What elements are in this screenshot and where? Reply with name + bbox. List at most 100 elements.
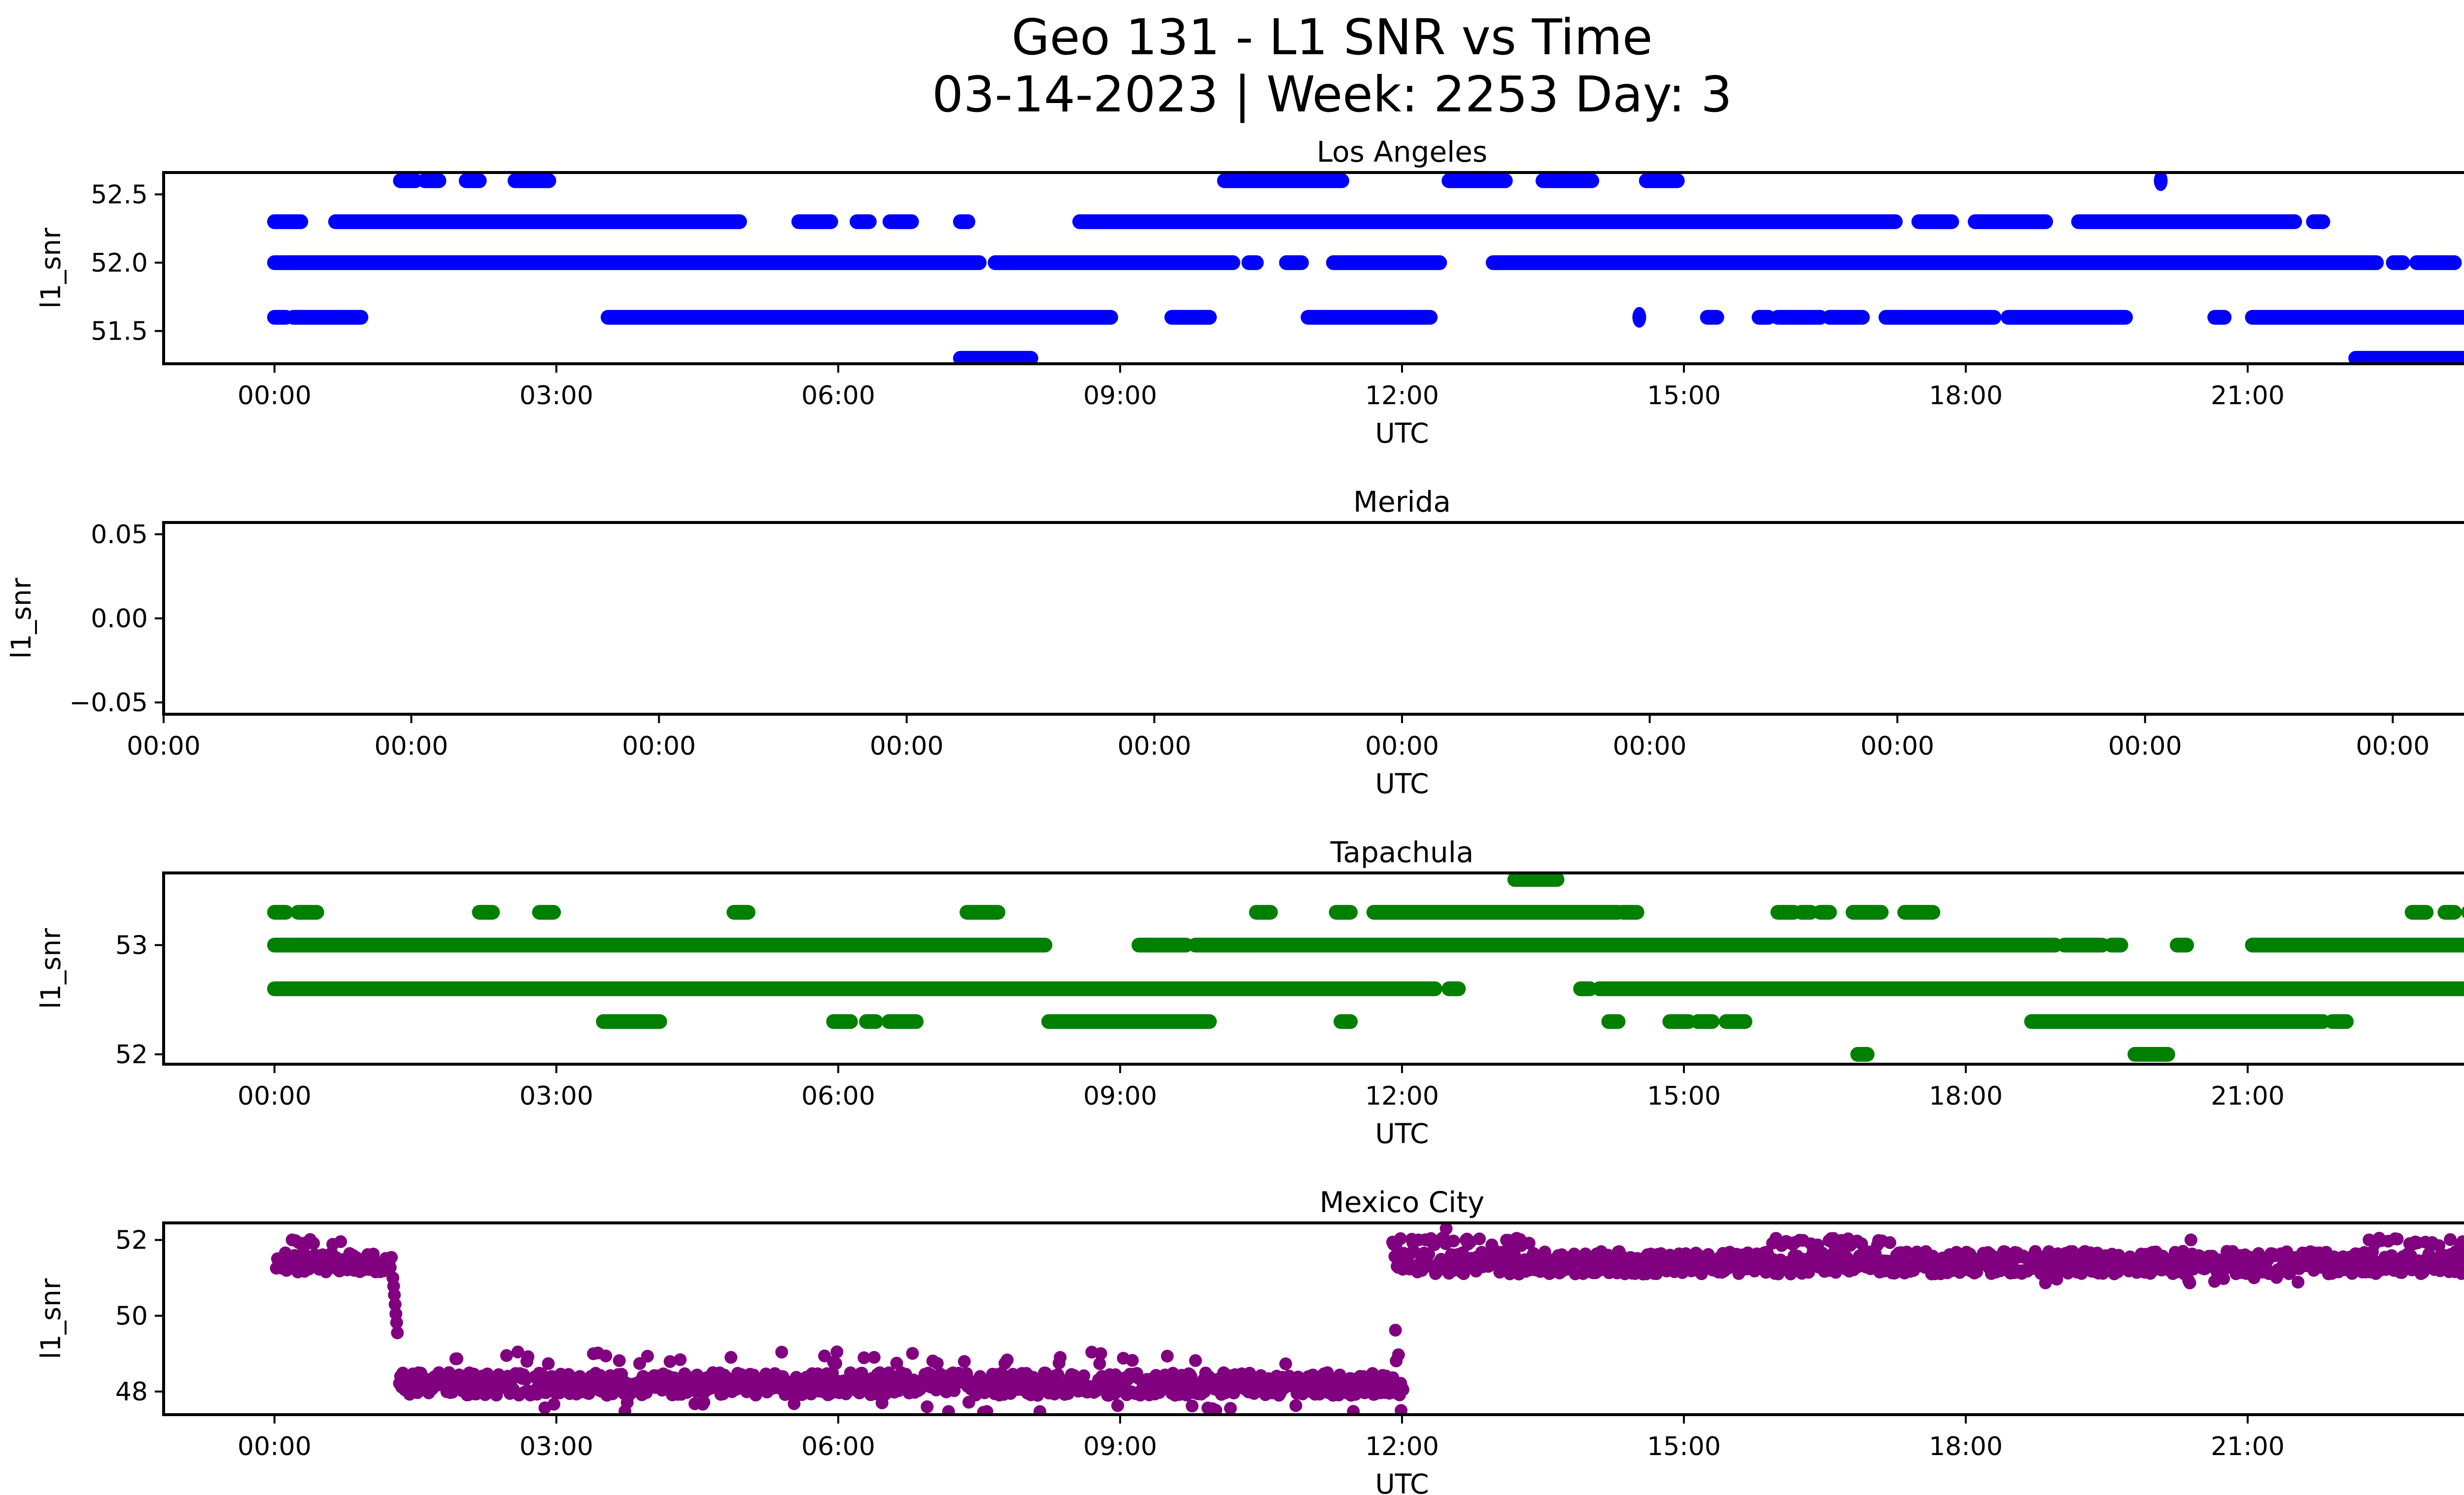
data-point — [948, 1384, 961, 1397]
data-point — [1321, 1366, 1334, 1379]
data-point — [867, 1351, 881, 1364]
data-point — [1802, 1266, 1815, 1279]
data-point — [1407, 1245, 1421, 1258]
x-tick-label: 15:00 — [1647, 1432, 1721, 1461]
x-tick-label: 21:00 — [2211, 381, 2285, 411]
x-tick-label: 12:00 — [1365, 1081, 1439, 1111]
data-point — [2217, 1272, 2230, 1286]
x-tick-label: 06:00 — [801, 1081, 875, 1111]
data-point — [1054, 1351, 1067, 1364]
data-point — [521, 1350, 535, 1363]
data-point — [334, 1235, 347, 1249]
data-point — [980, 1405, 993, 1415]
data-point — [930, 1356, 944, 1370]
data-point — [599, 1349, 613, 1362]
x-tick-label: 18:00 — [1929, 381, 2003, 411]
data-point — [2183, 1276, 2196, 1289]
y-tick-label: 0.05 — [91, 520, 148, 550]
data-point — [2463, 1250, 2464, 1257]
y-tick-label: 52 — [115, 1040, 148, 1070]
data-point — [641, 1350, 654, 1363]
y-tick-label: 52.0 — [91, 248, 148, 278]
data-point — [1077, 1369, 1091, 1383]
x-axis-label: UTC — [1375, 1468, 1429, 1495]
x-tick-label: 00:00 — [622, 731, 696, 761]
data-point — [1883, 1236, 1896, 1249]
x-tick-label: 00:00 — [1860, 731, 1934, 761]
data-point — [1000, 1354, 1014, 1367]
y-axis-label: l1_snr — [35, 1278, 67, 1359]
data-layer-mexico-city — [270, 1223, 2464, 1415]
data-point — [1395, 1404, 1408, 1415]
data-point — [1389, 1323, 1402, 1337]
data-point — [1439, 1223, 1453, 1235]
x-tick-label: 00:00 — [1613, 731, 1687, 761]
data-point — [1394, 1232, 1407, 1245]
data-point — [1093, 1357, 1106, 1370]
data-point — [1033, 1405, 1047, 1415]
x-axis-label: UTC — [1375, 1118, 1429, 1149]
x-tick-label: 00:00 — [1117, 731, 1191, 761]
x-tick-label: 09:00 — [1083, 1081, 1157, 1111]
data-point — [1447, 1234, 1460, 1248]
figure-title: Geo 131 - L1 SNR vs Time 03-14-2023 | We… — [0, 9, 2464, 123]
data-point — [830, 1345, 844, 1358]
data-point — [548, 1397, 561, 1411]
data-point — [2456, 1235, 2464, 1249]
data-point — [663, 1355, 677, 1368]
x-tick-label: 03:00 — [519, 1081, 593, 1111]
x-tick-label: 15:00 — [1647, 381, 1721, 411]
x-tick-label: 18:00 — [1929, 1432, 2003, 1461]
x-tick-label: 18:00 — [1929, 1081, 2003, 1111]
data-point — [1289, 1399, 1302, 1412]
data-point — [1473, 1232, 1486, 1246]
x-axis-label: UTC — [1375, 768, 1429, 800]
subplot-title: Merida — [1353, 485, 1451, 519]
data-point — [724, 1351, 738, 1364]
x-axis-label: UTC — [1375, 417, 1429, 449]
figure-title-line1: Geo 131 - L1 SNR vs Time — [1011, 8, 1653, 66]
data-point — [2184, 1233, 2197, 1247]
figure-title-line2: 03-14-2023 | Week: 2253 Day: 3 — [932, 66, 1732, 123]
data-point — [1392, 1348, 1405, 1361]
data-point — [613, 1354, 626, 1367]
axes-spine — [162, 871, 2464, 1066]
data-point — [1111, 1399, 1125, 1412]
data-point — [450, 1352, 464, 1365]
data-point — [383, 1261, 397, 1274]
x-tick-label: 12:00 — [1365, 1432, 1439, 1461]
data-point — [775, 1346, 788, 1359]
data-point — [1522, 1237, 1536, 1250]
data-point — [1224, 1402, 1237, 1415]
data-point — [388, 1288, 401, 1302]
data-point — [307, 1237, 320, 1250]
subplot-title: Tapachula — [1330, 835, 1474, 869]
data-point — [593, 1369, 607, 1382]
y-tick-label: 53 — [115, 931, 148, 960]
x-tick-label: 00:00 — [2356, 731, 2430, 761]
data-point — [1632, 307, 1646, 328]
y-tick-label: 51.5 — [91, 316, 148, 346]
data-point — [1126, 1354, 1139, 1367]
data-point — [391, 1326, 404, 1339]
data-point — [2096, 1267, 2110, 1280]
data-point — [390, 1316, 403, 1329]
data-point — [1422, 1248, 1436, 1261]
x-tick-label: 15:00 — [1647, 1081, 1721, 1111]
y-tick-label: 52.5 — [91, 180, 148, 209]
data-point — [388, 1298, 402, 1311]
x-tick-label: 00:00 — [1365, 731, 1439, 761]
data-point — [1209, 1404, 1223, 1415]
x-tick-label: 00:00 — [2108, 731, 2182, 761]
data-point — [1279, 1357, 1292, 1370]
x-tick-label: 06:00 — [801, 381, 875, 411]
data-layer-tapachula — [267, 873, 2464, 1062]
x-tick-label: 03:00 — [519, 381, 593, 411]
data-point — [1189, 1354, 1202, 1367]
x-tick-label: 00:00 — [375, 731, 448, 761]
data-layer-los-angeles — [267, 173, 2464, 364]
data-point — [1900, 1246, 1914, 1259]
x-tick-label: 06:00 — [801, 1432, 875, 1461]
data-point — [500, 1349, 513, 1362]
x-tick-label: 00:00 — [870, 731, 944, 761]
